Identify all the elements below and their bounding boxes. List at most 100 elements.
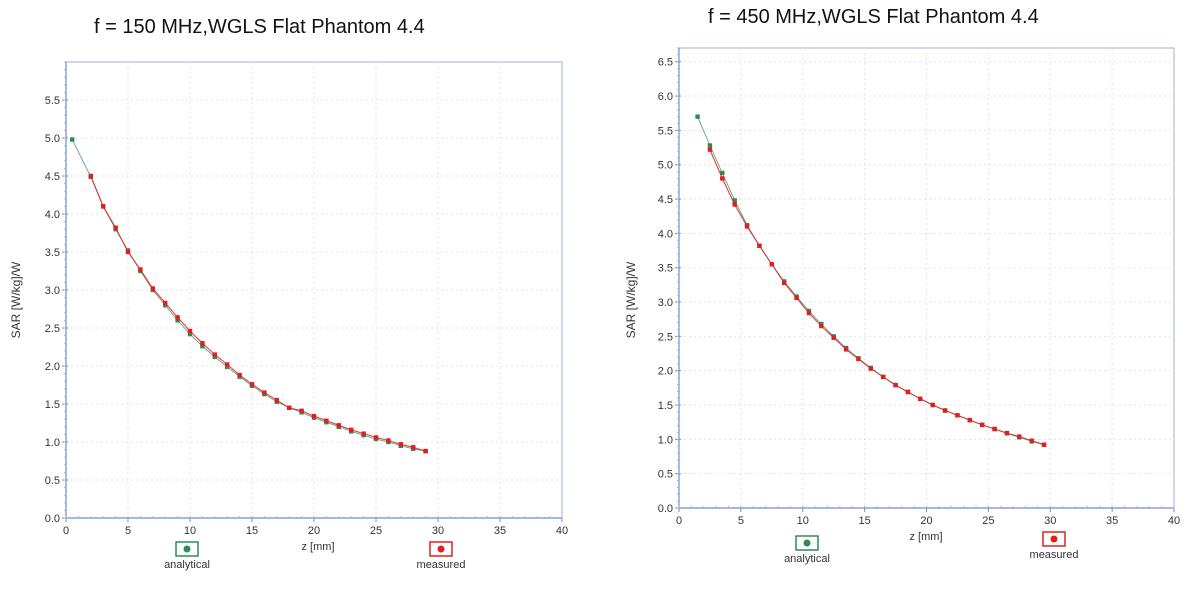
data-point-measured [905, 389, 911, 395]
y-tick-label: 2.0 [45, 361, 60, 373]
y-tick-label: 4.5 [658, 194, 673, 206]
data-point-analytical [70, 137, 75, 142]
data-point-measured [274, 398, 279, 403]
data-point-measured [1004, 430, 1010, 436]
data-point-measured [187, 328, 193, 334]
data-point-measured [299, 408, 304, 414]
legend-marker [1050, 535, 1058, 543]
x-tick-label: 0 [63, 525, 69, 537]
x-tick-label: 15 [246, 525, 258, 537]
x-tick-label: 20 [920, 515, 932, 527]
data-point-measured [336, 423, 341, 428]
x-tick-label: 20 [308, 525, 320, 537]
data-point-measured [386, 438, 391, 443]
data-point-measured [880, 374, 886, 380]
y-tick-label: 0.5 [45, 475, 60, 487]
x-tick-label: 35 [1106, 515, 1118, 527]
x-axis-label: z [mm] [302, 541, 335, 553]
data-point-analytical [732, 198, 737, 203]
y-tick-label: 4.5 [45, 171, 60, 183]
y-tick-label: 2.0 [658, 366, 673, 378]
data-point-measured [942, 408, 948, 413]
data-point-measured [794, 295, 799, 301]
data-point-measured [361, 431, 366, 436]
data-point-measured [373, 435, 379, 440]
y-tick-label: 2.5 [45, 323, 60, 335]
x-tick-label: 25 [370, 525, 382, 537]
y-tick-label: 4.0 [45, 209, 60, 221]
y-tick-label: 0.5 [658, 469, 673, 481]
y-tick-label: 1.5 [45, 399, 60, 411]
data-point-measured [113, 225, 118, 230]
y-tick-label: 2.5 [658, 331, 673, 343]
data-point-measured [707, 147, 713, 152]
data-point-measured [411, 445, 416, 450]
data-point-measured [225, 362, 230, 367]
x-tick-label: 40 [556, 525, 568, 537]
legend-label: measured [417, 559, 466, 571]
plot-area: 0.0 0.5 1.0 1.5 2.0 2.5 3.0 3.5 4.0 4.5 5.0 5.5 0 5 10… [9, 61, 568, 571]
x-tick-label: 35 [494, 525, 506, 537]
data-point-measured [757, 243, 762, 248]
data-point-measured [287, 405, 292, 410]
y-tick-label: 1.5 [658, 400, 673, 412]
y-tick-label: 3.5 [658, 263, 673, 275]
data-point-measured [918, 396, 923, 402]
y-tick-label: 5.5 [658, 125, 673, 137]
legend-label: analytical [784, 553, 830, 565]
data-point-measured [744, 224, 750, 229]
data-point-measured [868, 366, 874, 371]
legend-marker [183, 545, 191, 553]
data-point-measured [1017, 434, 1022, 439]
y-tick-label: 4.0 [658, 228, 673, 240]
x-axis-label: z [mm] [910, 531, 943, 543]
x-tick-label: 5 [738, 515, 744, 527]
data-point-measured [732, 202, 737, 207]
x-tick-label: 10 [797, 515, 809, 527]
data-point-analytical [720, 170, 725, 176]
y-tick-label: 6.5 [658, 57, 673, 69]
data-point-measured [212, 352, 217, 357]
data-point-measured [856, 356, 861, 362]
chart-title: f = 150 MHz,WGLS Flat Phantom 4.4 [94, 16, 425, 38]
plot-area: 0.0 0.5 1.0 1.5 2.0 2.5 3.0 3.5 4.0 4.5 5.0 5.5 6.0 6… [624, 47, 1180, 565]
data-point-measured [979, 422, 985, 428]
data-point-measured [237, 372, 242, 378]
data-point-measured [1041, 442, 1047, 448]
data-point-measured [720, 176, 725, 181]
x-tick-label: 0 [676, 515, 682, 527]
x-tick-label: 10 [184, 525, 196, 537]
data-point-analytical [695, 114, 700, 119]
data-point-measured [101, 204, 106, 209]
legend-item-analytical: analytical [784, 535, 830, 565]
x-tick-label: 5 [125, 525, 131, 537]
data-point-measured [819, 323, 824, 329]
data-point-measured [769, 262, 775, 267]
data-point-measured [324, 418, 329, 423]
y-tick-label: 0.0 [45, 513, 60, 525]
data-point-measured [1029, 438, 1034, 443]
chart-panel-450mhz: f = 450 MHz,WGLS Flat Phantom 4.4 0.0 0.5… [598, 0, 1189, 593]
data-point-analytical [212, 354, 217, 360]
data-point-analytical [163, 303, 168, 308]
y-axis-label: SAR [W/kg]/W [9, 261, 23, 338]
data-point-measured [398, 442, 403, 447]
legend-label: measured [1030, 549, 1079, 561]
y-tick-label: 5.5 [45, 95, 60, 107]
legend-item-analytical: analytical [164, 541, 210, 571]
data-point-measured [125, 249, 131, 255]
data-point-analytical [200, 344, 205, 349]
series-line-measured [709, 149, 1045, 446]
data-point-measured [175, 315, 180, 320]
data-point-measured [262, 390, 267, 395]
data-point-measured [311, 413, 317, 419]
series-line-analytical [697, 116, 1045, 446]
y-tick-label: 3.0 [658, 297, 673, 309]
data-point-measured [781, 280, 787, 286]
data-point-analytical [175, 318, 180, 323]
data-point-analytical [187, 331, 193, 337]
data-point-measured [249, 382, 255, 387]
data-point-analytical [707, 143, 713, 148]
y-axis-label: SAR [W/kg]/W [624, 261, 638, 338]
y-tick-label: 3.5 [45, 247, 60, 259]
